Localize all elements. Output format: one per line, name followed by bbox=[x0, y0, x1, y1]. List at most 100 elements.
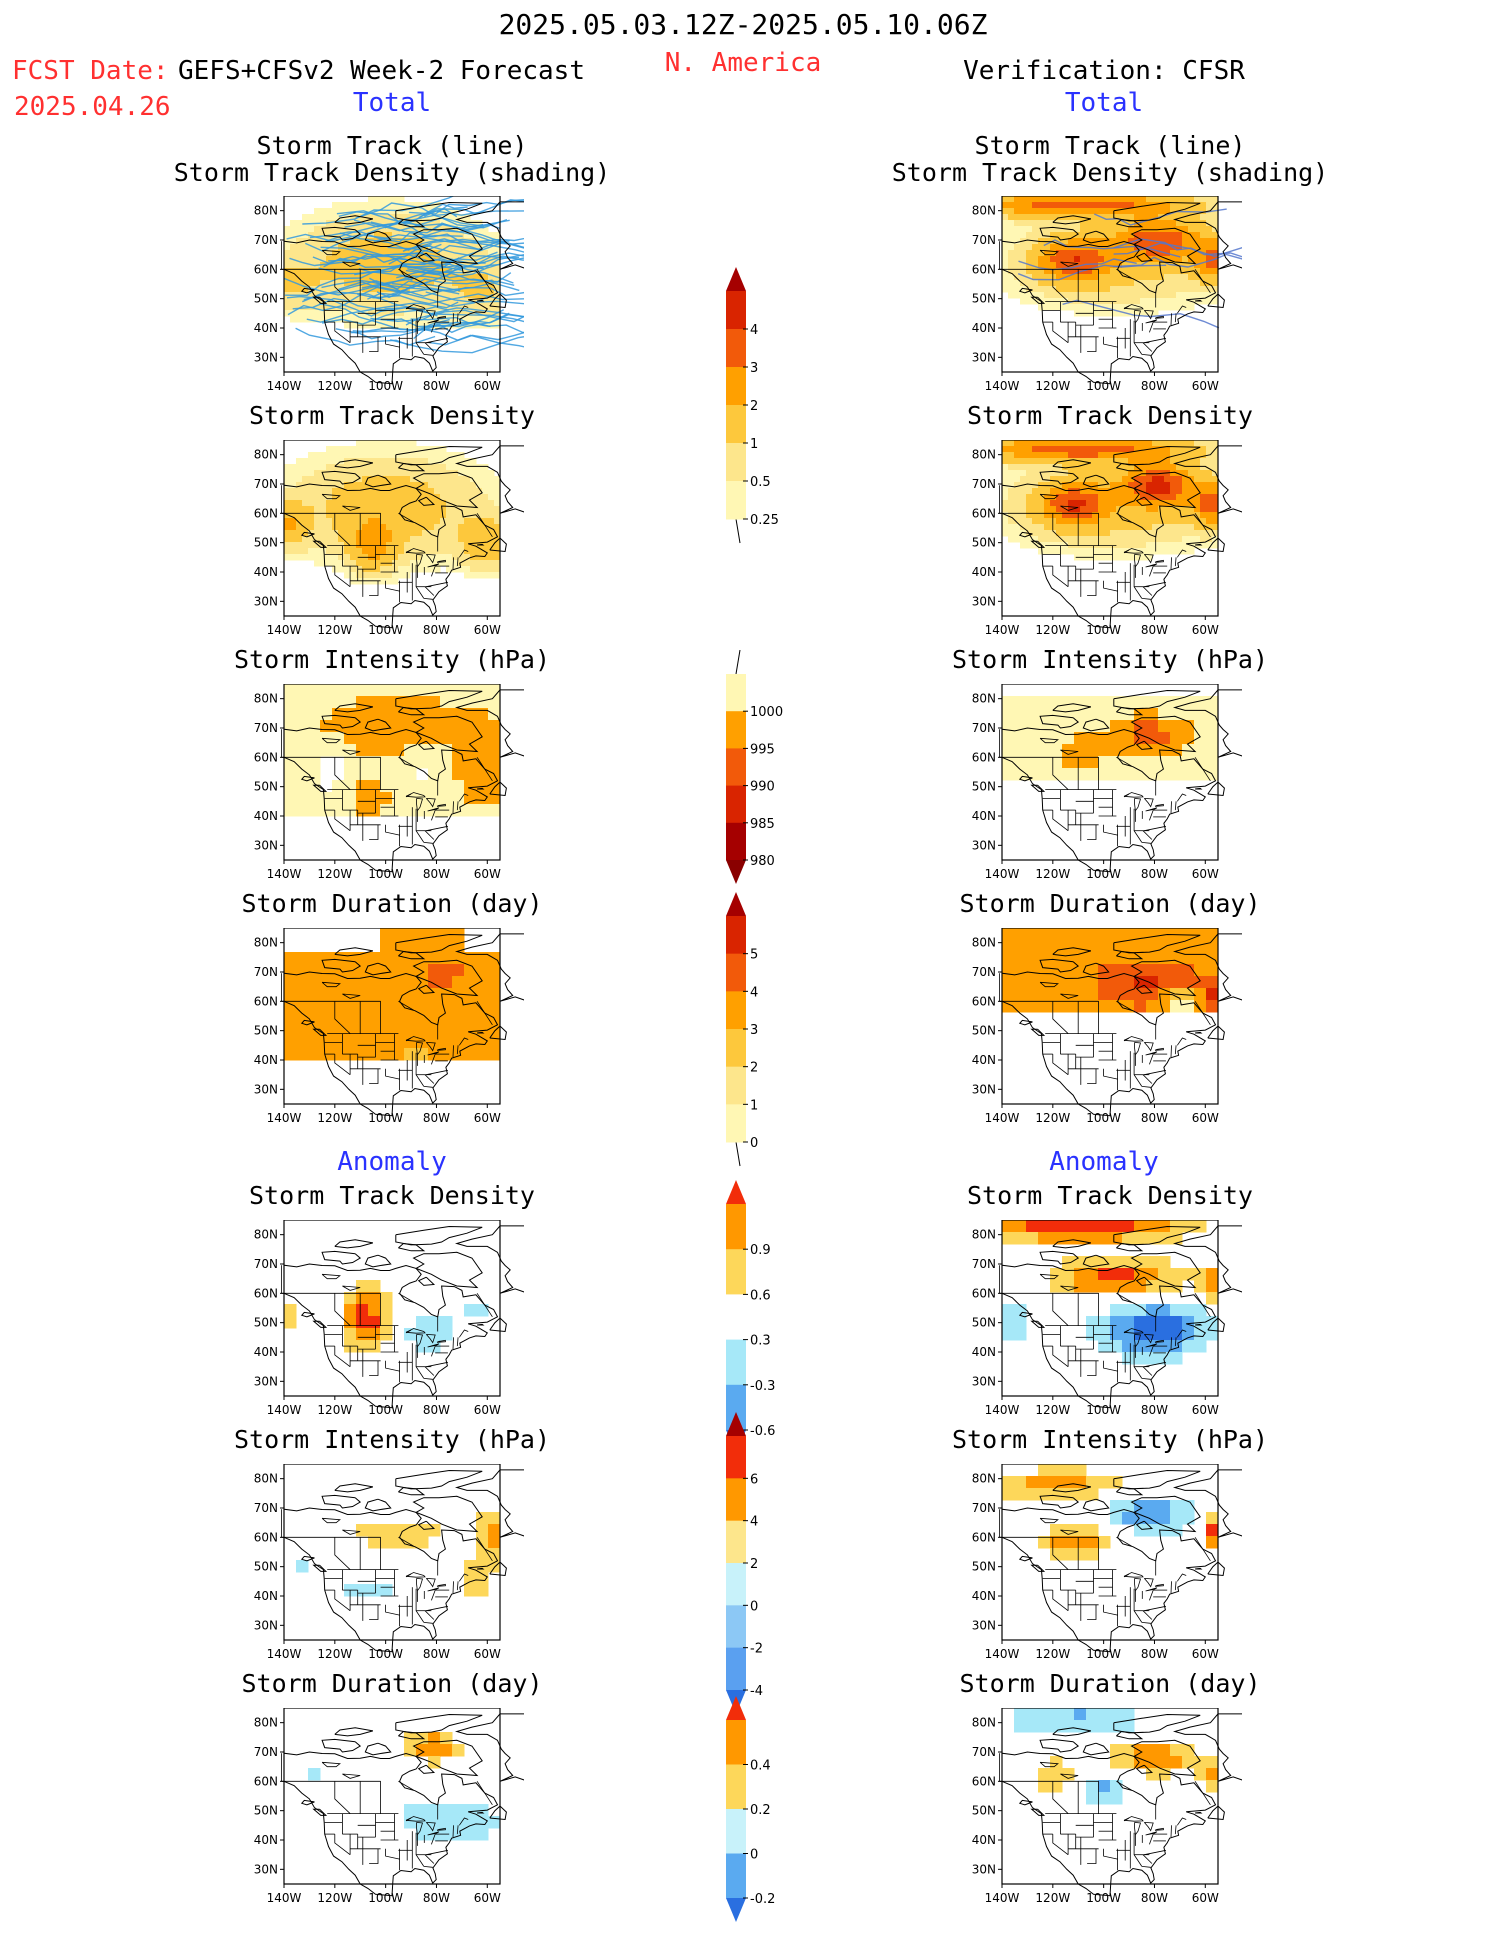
model-name: GEFS+CFSv2 Week-2 Forecast bbox=[178, 56, 585, 86]
cbar-anom-duration: 0.40.20-0.2-0.4 bbox=[726, 1696, 775, 1922]
lon-label: 80W bbox=[423, 1891, 450, 1905]
lat-label: 60N bbox=[254, 750, 278, 764]
cbar-anom-density: 0.90.60.3-0.3-0.6-0.9 bbox=[726, 1180, 775, 1454]
panel-title-forecast-anom-duration: Storm Duration (day) bbox=[241, 1669, 543, 1698]
cbar-density: 4 3 2 1 0.5 0.25 bbox=[726, 267, 779, 544]
lon-label: 60W bbox=[474, 379, 501, 393]
colorbar-label: -0.3 bbox=[750, 1379, 775, 1394]
lat-label: 60N bbox=[972, 994, 996, 1008]
lon-label: 60W bbox=[474, 1891, 501, 1905]
lon-label: 60W bbox=[474, 1111, 501, 1125]
lat-label: 40N bbox=[254, 1053, 278, 1067]
lon-label: 100W bbox=[368, 1403, 403, 1417]
lon-label: 120W bbox=[317, 623, 352, 637]
lon-label: 120W bbox=[1035, 1647, 1070, 1661]
lat-label: 40N bbox=[254, 1589, 278, 1603]
colorbar-label: 0.25 bbox=[750, 513, 779, 528]
lon-label: 140W bbox=[985, 623, 1020, 637]
lon-label: 140W bbox=[985, 1403, 1020, 1417]
map-forecast-total-intensity: 80N 70N 60N 50N 40N 30N 140W 120W 100W 80W 60W bbox=[254, 684, 524, 881]
lat-label: 80N bbox=[972, 1228, 996, 1242]
colorbar-label: 985 bbox=[750, 817, 775, 832]
colorbar-label: 0.6 bbox=[750, 1288, 771, 1303]
lon-label: 100W bbox=[368, 623, 403, 637]
colorbar-label: 0.4 bbox=[750, 1759, 771, 1774]
right-anomaly-heading: Anomaly bbox=[1049, 1147, 1159, 1177]
fcst-date-label: FCST Date: bbox=[12, 56, 169, 86]
lat-label: 80N bbox=[254, 1228, 278, 1242]
lat-label: 60N bbox=[972, 1774, 996, 1788]
lat-label: 30N bbox=[254, 1618, 278, 1632]
lat-label: 50N bbox=[254, 292, 278, 306]
colorbar-label: 3 bbox=[750, 361, 758, 376]
colorbar-label: 2 bbox=[750, 1061, 758, 1076]
lat-label: 50N bbox=[254, 1024, 278, 1038]
lon-label: 140W bbox=[985, 379, 1020, 393]
colorbar-label: 2 bbox=[750, 1557, 758, 1572]
colorbar-label: 5 bbox=[750, 948, 758, 963]
lat-label: 60N bbox=[972, 750, 996, 764]
lat-label: 60N bbox=[972, 506, 996, 520]
lon-label: 60W bbox=[474, 867, 501, 881]
panel-title-forecast-total-density: Storm Track Density bbox=[249, 401, 535, 430]
lon-label: 120W bbox=[317, 867, 352, 881]
colorbar-label: 1 bbox=[750, 1098, 758, 1113]
lon-label: 60W bbox=[1192, 867, 1219, 881]
map-forecast-total-duration: 80N 70N 60N 50N 40N 30N 140W 120W 100W 80W 60W bbox=[254, 928, 524, 1125]
lat-label: 80N bbox=[972, 692, 996, 706]
lon-label: 140W bbox=[267, 623, 302, 637]
lon-label: 120W bbox=[317, 379, 352, 393]
lon-label: 60W bbox=[474, 1403, 501, 1417]
lon-label: 100W bbox=[368, 379, 403, 393]
lat-label: 60N bbox=[254, 262, 278, 276]
colorbar-label: -0.6 bbox=[750, 1424, 775, 1439]
lat-label: 50N bbox=[972, 536, 996, 550]
lat-label: 50N bbox=[972, 1804, 996, 1818]
lat-label: 70N bbox=[254, 1257, 278, 1271]
lat-label: 70N bbox=[972, 1745, 996, 1759]
lon-label: 120W bbox=[1035, 379, 1070, 393]
lat-label: 30N bbox=[972, 1862, 996, 1876]
fcst-date-value: 2025.04.26 bbox=[14, 92, 171, 122]
lat-label: 80N bbox=[972, 1716, 996, 1730]
lat-label: 70N bbox=[972, 1501, 996, 1515]
map-forecast-anom-duration: 80N 70N 60N 50N 40N 30N 140W 120W 100W 80W 60W bbox=[254, 1708, 524, 1905]
lon-label: 100W bbox=[1086, 623, 1121, 637]
lat-label: 30N bbox=[972, 838, 996, 852]
map-verification-total-track: 80N 70N 60N 50N 40N 30N 140W 120W 100W 80W 60W bbox=[972, 196, 1242, 393]
left-total-heading: Total bbox=[352, 88, 432, 118]
lon-label: 100W bbox=[1086, 1403, 1121, 1417]
colorbar-label: 0.9 bbox=[750, 1243, 771, 1258]
lat-label: 50N bbox=[254, 780, 278, 794]
lon-label: 120W bbox=[317, 1891, 352, 1905]
colorbar-label: 3 bbox=[750, 1023, 758, 1038]
colorbar-label: 995 bbox=[750, 742, 775, 757]
lon-label: 140W bbox=[267, 867, 302, 881]
panel-title-forecast-anom-intensity: Storm Intensity (hPa) bbox=[233, 1425, 551, 1454]
lat-label: 30N bbox=[972, 1374, 996, 1388]
verification-label: Verification: CFSR bbox=[963, 56, 1245, 86]
colorbar-label: 4 bbox=[750, 323, 758, 338]
lat-label: 40N bbox=[254, 321, 278, 335]
lon-label: 80W bbox=[1141, 1647, 1168, 1661]
lon-label: 120W bbox=[317, 1111, 352, 1125]
lat-label: 30N bbox=[972, 594, 996, 608]
lon-label: 120W bbox=[1035, 867, 1070, 881]
colorbar-label: 1 bbox=[750, 437, 758, 452]
lat-label: 60N bbox=[254, 506, 278, 520]
lon-label: 100W bbox=[1086, 1647, 1121, 1661]
right-total-heading: Total bbox=[1064, 88, 1144, 118]
lon-label: 60W bbox=[1192, 379, 1219, 393]
lat-label: 70N bbox=[254, 1745, 278, 1759]
lon-label: 100W bbox=[1086, 867, 1121, 881]
lon-label: 120W bbox=[317, 1647, 352, 1661]
lon-label: 140W bbox=[985, 1647, 1020, 1661]
colorbar-label: 2 bbox=[750, 399, 758, 414]
panel-title-forecast-anom-density: Storm Track Density bbox=[249, 1181, 535, 1210]
map-verification-anom-intensity: 80N 70N 60N 50N 40N 30N 140W 120W 100W 80W 60W bbox=[972, 1464, 1242, 1661]
colorbar-label: 990 bbox=[750, 780, 775, 795]
lat-label: 70N bbox=[254, 233, 278, 247]
lon-label: 100W bbox=[368, 1111, 403, 1125]
lat-label: 80N bbox=[972, 936, 996, 950]
lat-label: 80N bbox=[254, 692, 278, 706]
